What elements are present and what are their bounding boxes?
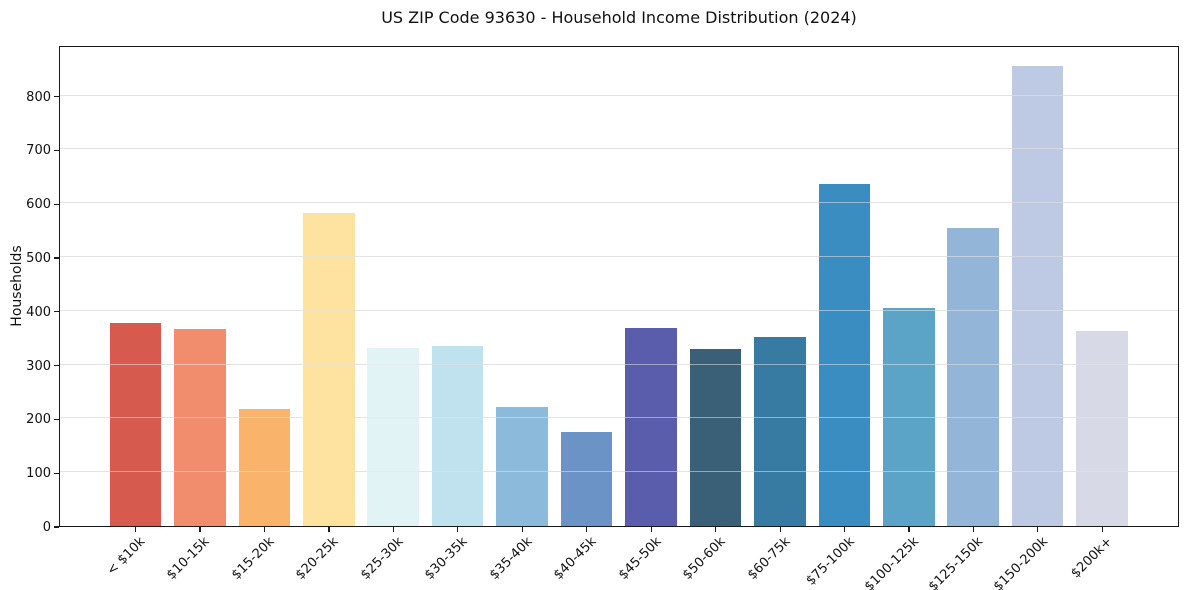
bar-10-15k	[174, 329, 226, 526]
x-tick-label-4: $25-30k	[357, 534, 407, 583]
gridline-overlay-y100	[60, 471, 1178, 473]
y-tick-mark-600	[54, 203, 59, 205]
x-tick-label-5: $30-35k	[422, 534, 471, 583]
x-tick-label-12: $100-125k	[861, 534, 922, 590]
bar-25-30k	[367, 348, 419, 526]
x-tick-label-0: < $10k	[104, 534, 149, 579]
bar-150-200k	[1011, 65, 1064, 526]
bar-100-125k	[883, 307, 935, 526]
gridline-overlay-y600	[60, 202, 1178, 204]
bar-50-60k	[689, 349, 742, 526]
x-tick-mark-11	[843, 527, 846, 532]
x-tick-label-8: $45-50k	[615, 534, 665, 583]
bar-75-100k	[818, 184, 871, 526]
bar-30-35k	[431, 346, 484, 526]
x-tick-label-10: $60-75k	[744, 534, 794, 583]
bar-200k	[1076, 330, 1128, 526]
y-tick-label-600: 600	[26, 197, 51, 213]
y-tick-label-300: 300	[26, 358, 51, 374]
bar-40-45k	[560, 431, 613, 526]
x-tick-label-11: $75-100k	[803, 534, 858, 589]
x-tick-mark-1	[199, 527, 201, 532]
bar-15-20k	[238, 408, 291, 526]
x-tick-mark-15	[1101, 527, 1103, 532]
y-tick-mark-500	[54, 257, 59, 259]
y-tick-label-100: 100	[26, 466, 51, 482]
x-tick-mark-9	[715, 527, 717, 532]
x-tick-mark-4	[392, 527, 394, 532]
bar-60-75k	[754, 336, 806, 526]
gridline-overlay-y700	[60, 148, 1178, 150]
x-tick-mark-8	[650, 527, 652, 532]
x-tick-mark-0	[135, 527, 137, 532]
gridline-overlay-y800	[60, 94, 1178, 96]
y-tick-mark-100	[54, 472, 59, 474]
y-tick-label-700: 700	[26, 143, 51, 159]
x-tick-label-1: $10-15k	[164, 534, 213, 583]
y-tick-mark-0	[54, 526, 59, 528]
x-tick-mark-13	[972, 527, 975, 532]
y-tick-label-800: 800	[26, 89, 51, 105]
chart-title: US ZIP Code 93630 - Household Income Dis…	[381, 8, 857, 27]
y-tick-mark-800	[54, 95, 59, 98]
x-tick-label-13: $125-150k	[926, 534, 987, 590]
x-tick-mark-14	[1037, 527, 1039, 532]
y-tick-mark-200	[54, 418, 59, 420]
y-tick-label-500: 500	[26, 250, 51, 266]
gridline-overlay-y200	[60, 417, 1178, 419]
x-tick-label-14: $150-200k	[990, 534, 1051, 590]
x-tick-mark-3	[328, 527, 330, 532]
y-tick-label-200: 200	[26, 412, 51, 428]
y-tick-mark-400	[54, 311, 59, 313]
gridline-overlay-y400	[60, 309, 1178, 311]
y-tick-label-0: 0	[42, 520, 51, 535]
x-tick-label-9: $50-60k	[680, 534, 729, 583]
x-tick-mark-10	[779, 527, 781, 532]
gridline-overlay-y300	[60, 363, 1178, 365]
x-tick-mark-12	[908, 527, 910, 532]
x-tick-label-7: $40-45k	[551, 534, 600, 583]
x-tick-mark-5	[457, 527, 459, 532]
x-tick-label-3: $20-25k	[293, 534, 342, 583]
bar-10k	[109, 323, 162, 526]
x-tick-mark-2	[263, 527, 266, 532]
y-tick-mark-300	[54, 364, 59, 367]
plot-area	[59, 46, 1179, 527]
x-tick-label-6: $35-40k	[486, 534, 536, 583]
y-tick-label-400: 400	[26, 304, 51, 320]
bar-35-40k	[496, 406, 548, 526]
bar-125-150k	[947, 228, 1000, 526]
bar-20-25k	[302, 213, 355, 526]
x-tick-mark-6	[521, 527, 523, 532]
y-tick-mark-700	[54, 149, 59, 151]
x-tick-label-15: $200k+	[1068, 534, 1116, 582]
x-tick-mark-7	[586, 527, 588, 532]
gridline-overlay-y500	[60, 255, 1178, 257]
x-tick-label-2: $15-20k	[228, 534, 278, 583]
bar-45-50k	[625, 328, 677, 526]
